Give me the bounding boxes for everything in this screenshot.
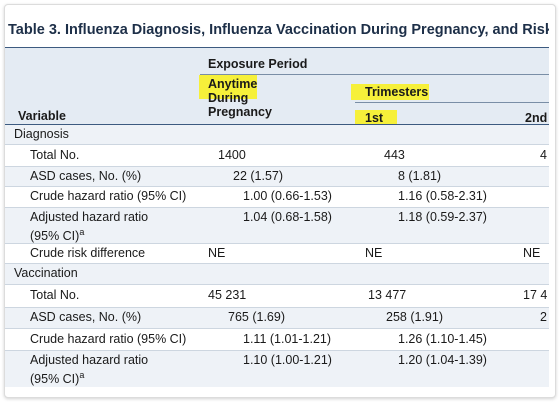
table-cell: 13 477 <box>368 288 407 302</box>
row-label-text: Crude hazard ratio (95% CI) <box>30 189 187 203</box>
table-cell: 1.00 (0.66-1.53) <box>243 189 332 203</box>
table-cell: NE <box>365 245 383 260</box>
table-cell: 8 (1.81) <box>398 168 442 183</box>
row-label: Crude risk difference <box>30 246 330 261</box>
row-label: Total No. <box>30 288 330 303</box>
table-cell: 45 231 <box>208 288 247 302</box>
section-row <box>5 263 549 285</box>
table-row <box>5 284 549 308</box>
table-cell: 2 <box>540 310 547 324</box>
table-row <box>5 144 549 167</box>
row-label-text: Adjusted hazard ratio (95% CI) <box>30 353 149 387</box>
row-label-text: Total No. <box>30 288 80 302</box>
row-label: ASD cases, No. (%) <box>30 169 330 184</box>
row-label-text: Crude hazard ratio (95% CI) <box>30 331 187 346</box>
table-cell: 1.10 (1.00-1.21) <box>243 353 332 367</box>
table-cell: 443 <box>384 147 405 162</box>
column-header: Variable <box>18 109 66 123</box>
row-label-text: Total No. <box>30 147 80 162</box>
column-header: 1st <box>365 111 384 125</box>
section-row <box>5 124 549 144</box>
column-group-header: Trimesters <box>365 85 429 99</box>
footnote-marker: a <box>79 370 85 380</box>
table-row <box>5 186 549 208</box>
column-group-header: Exposure Period <box>208 57 308 71</box>
row-label-text: ASD cases, No. (%) <box>30 310 142 324</box>
table-row <box>5 207 549 244</box>
header-rule <box>355 102 549 103</box>
table-title: Table 3. Influenza Diagnosis, Influenza … <box>8 22 549 38</box>
table-row <box>5 350 549 387</box>
table-cell: NE <box>523 245 541 260</box>
row-label: Total No. <box>30 148 330 163</box>
table-cell: 1.20 (1.04-1.39) <box>398 353 487 367</box>
table-row <box>5 243 549 264</box>
row-label-text: Adjusted hazard ratio (95% CI) <box>30 210 149 244</box>
table-cell: 765 (1.69) <box>228 310 285 324</box>
row-label: Crude hazard ratio (95% CI) <box>30 332 330 347</box>
title-rule <box>5 47 549 48</box>
header-rule <box>200 74 549 75</box>
highlight <box>351 84 429 100</box>
column-header: Anytime During Pregnancy <box>208 77 272 119</box>
footnote-marker: a <box>79 227 85 237</box>
table-cell: 1400 <box>218 147 246 162</box>
table-cell: 258 (1.91) <box>386 310 443 324</box>
table-row <box>5 328 549 351</box>
table-cell: 17 4 <box>523 288 548 302</box>
column-header: 2nd <box>525 111 548 125</box>
table-cell: 1.16 (0.58-2.31) <box>398 189 487 203</box>
table-cell: 1.26 (1.10-1.45) <box>398 331 487 346</box>
header-rule <box>5 124 549 125</box>
table-cell: 4 <box>540 147 547 162</box>
header-background <box>5 48 549 124</box>
row-label-text: ASD cases, No. (%) <box>30 168 142 183</box>
row-label-text: Crude risk difference <box>30 245 146 260</box>
table-cell: NE <box>208 245 226 260</box>
table-row <box>5 166 549 187</box>
row-label: Adjusted hazard ratio (95% CI)a <box>30 210 170 244</box>
row-label: Crude hazard ratio (95% CI) <box>30 189 330 204</box>
table-row <box>5 307 549 329</box>
table-cell: 1.18 (0.59-2.37) <box>398 210 487 224</box>
row-label: Adjusted hazard ratio (95% CI)a <box>30 353 170 387</box>
table-cell: 22 (1.57) <box>233 168 284 183</box>
section-label: Diagnosis <box>14 126 69 141</box>
table-cell: 1.04 (0.68-1.58) <box>243 210 332 224</box>
table-view: Table 3. Influenza Diagnosis, Influenza … <box>5 5 549 395</box>
highlight <box>199 75 257 99</box>
row-label: ASD cases, No. (%) <box>30 310 330 325</box>
table-cell: 1.11 (1.01-1.21) <box>243 331 332 346</box>
section-label: Vaccination <box>14 266 78 280</box>
